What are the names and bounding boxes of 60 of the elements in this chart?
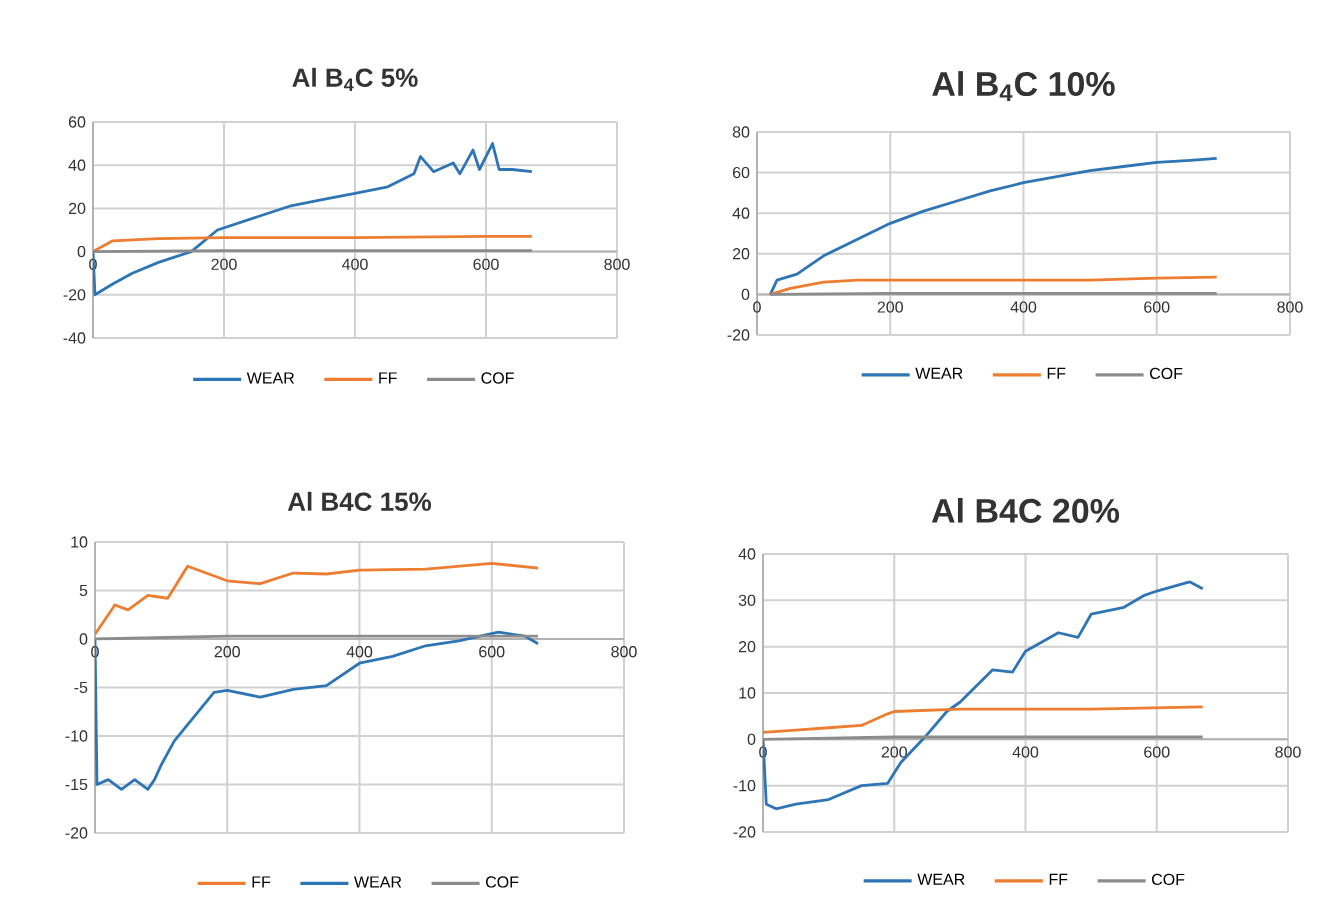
- y-tick-label: 20: [738, 640, 756, 653]
- y-tick-label: 40: [738, 548, 756, 560]
- y-tick-label: 30: [738, 594, 756, 606]
- y-tick-label: 0: [741, 288, 750, 301]
- chart-title: Al B$_{4}$C 5%: [292, 67, 418, 91]
- legend-label: WEAR: [354, 876, 402, 888]
- y-tick-label: -20: [63, 289, 86, 301]
- x-tick-label: 200: [214, 646, 240, 658]
- x-tick-label: 600: [473, 258, 499, 270]
- y-tick-label: 60: [68, 116, 86, 128]
- y-tick-label: 10: [739, 687, 756, 699]
- y-tick-label: 40: [732, 207, 750, 219]
- legend-label: COF: [1152, 873, 1185, 886]
- legend-label: COF: [481, 372, 514, 384]
- y-tick-label: -20: [733, 826, 756, 838]
- y-tick-label: 0: [77, 245, 86, 258]
- x-tick-label: 600: [1144, 301, 1170, 313]
- x-tick-label: 200: [881, 746, 907, 758]
- y-tick-label: 0: [747, 733, 756, 745]
- legend-label: FF: [1049, 873, 1068, 885]
- y-tick-label: -40: [63, 332, 86, 344]
- x-tick-label: 400: [1012, 746, 1039, 758]
- legend-label: WEAR: [917, 873, 965, 885]
- line-series: [95, 561, 540, 636]
- x-tick-label: 800: [1275, 746, 1301, 758]
- y-tick-label: 0: [79, 633, 88, 645]
- y-tick-label: 20: [732, 248, 750, 260]
- chart-title: Al B4C 20%: [931, 497, 1120, 523]
- legend-label: FF: [252, 876, 271, 888]
- x-tick-label: 800: [611, 646, 637, 658]
- x-tick-label: 200: [877, 301, 903, 313]
- y-tick-label: 20: [68, 202, 86, 215]
- legend-label: COF: [1150, 367, 1183, 380]
- y-tick-label: -20: [727, 329, 750, 341]
- x-tick-label: 800: [604, 258, 630, 270]
- legend-label: COF: [486, 876, 519, 888]
- y-tick-label: -5: [74, 681, 88, 694]
- line-series: [93, 235, 534, 253]
- x-tick-label: 800: [1277, 301, 1303, 313]
- y-tick-label: 5: [79, 584, 88, 597]
- x-tick-label: 600: [1144, 746, 1170, 758]
- y-tick-label: -10: [65, 730, 88, 742]
- legend-label: WEAR: [246, 372, 295, 384]
- x-tick-label: 600: [479, 646, 505, 658]
- y-tick-label: -20: [65, 827, 88, 839]
- y-tick-label: 10: [71, 536, 88, 548]
- chart-title: Al B4C 15%: [287, 491, 432, 511]
- x-tick-label: 400: [1010, 301, 1037, 313]
- y-tick-label: -10: [733, 779, 756, 792]
- y-tick-label: -15: [65, 778, 88, 791]
- x-tick-label: 400: [346, 646, 373, 658]
- y-tick-label: 60: [732, 166, 750, 179]
- y-tick-label: 40: [68, 159, 86, 171]
- legend-label: FF: [1047, 367, 1066, 379]
- x-tick-label: 400: [342, 258, 368, 270]
- legend-label: FF: [379, 372, 397, 384]
- chart-title: Al B$_{4}$C 10%: [932, 71, 1115, 101]
- legend-label: WEAR: [915, 367, 963, 379]
- y-tick-label: 80: [732, 126, 750, 138]
- x-tick-label: 200: [211, 258, 237, 270]
